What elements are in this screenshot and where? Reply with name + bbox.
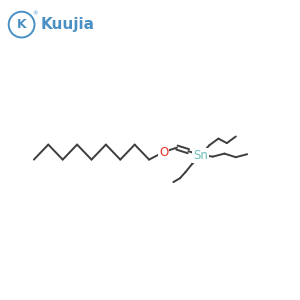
Text: O: O bbox=[159, 146, 168, 159]
Text: Kuujia: Kuujia bbox=[40, 17, 94, 32]
Text: ®: ® bbox=[33, 12, 38, 16]
Text: K: K bbox=[17, 18, 26, 31]
Text: Sn: Sn bbox=[193, 148, 208, 162]
